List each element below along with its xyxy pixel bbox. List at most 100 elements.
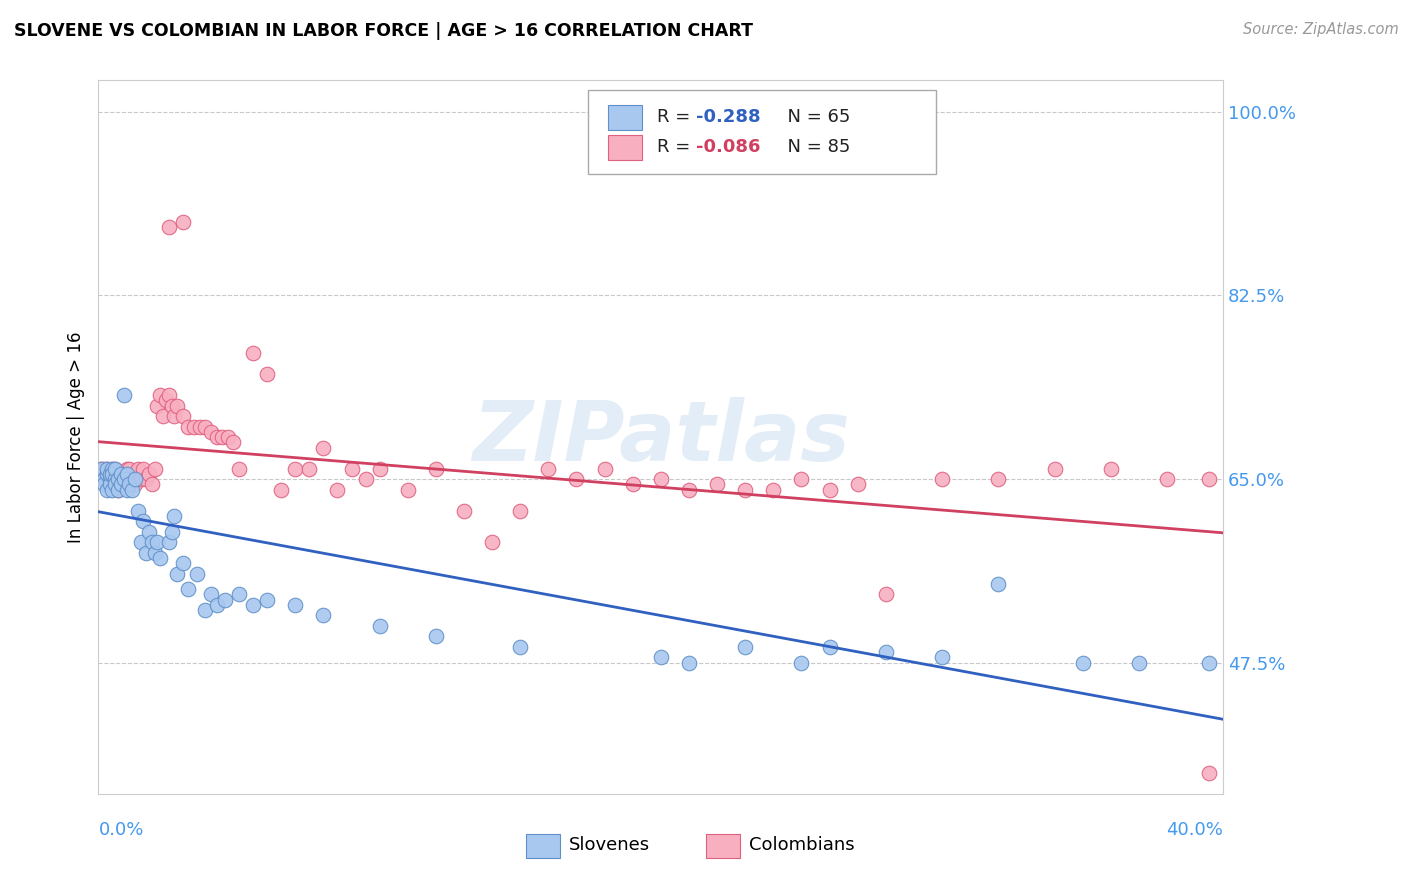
- Point: [565, 472, 588, 486]
- Point: [509, 503, 531, 517]
- Point: [706, 477, 728, 491]
- Point: [115, 467, 138, 481]
- Point: [132, 461, 155, 475]
- Point: [96, 461, 118, 475]
- Point: [121, 472, 143, 486]
- Point: [194, 419, 217, 434]
- Bar: [526, 834, 560, 858]
- Point: [312, 608, 335, 623]
- Point: [121, 483, 143, 497]
- Point: [172, 215, 194, 229]
- Point: [931, 650, 953, 665]
- Point: [256, 592, 278, 607]
- Point: [177, 582, 200, 597]
- Point: [98, 467, 121, 481]
- Text: -0.086: -0.086: [696, 138, 761, 156]
- Point: [143, 545, 166, 559]
- Point: [138, 524, 160, 539]
- Point: [650, 650, 672, 665]
- Y-axis label: In Labor Force | Age > 16: In Labor Force | Age > 16: [66, 331, 84, 543]
- Point: [593, 461, 616, 475]
- Text: N = 85: N = 85: [776, 138, 849, 156]
- Point: [790, 656, 813, 670]
- Point: [166, 399, 188, 413]
- Point: [98, 467, 121, 481]
- Point: [228, 587, 250, 601]
- Point: [96, 467, 118, 481]
- Point: [166, 566, 188, 581]
- Point: [146, 535, 169, 549]
- Point: [537, 461, 560, 475]
- Point: [104, 461, 127, 475]
- Point: [96, 477, 118, 491]
- Point: [1198, 656, 1220, 670]
- Text: N = 65: N = 65: [776, 109, 849, 127]
- Point: [127, 461, 149, 475]
- Point: [101, 461, 124, 475]
- Point: [118, 477, 141, 491]
- Point: [200, 587, 222, 601]
- Point: [118, 461, 141, 475]
- Point: [152, 409, 174, 423]
- Point: [987, 472, 1010, 486]
- Point: [205, 430, 228, 444]
- Text: -0.288: -0.288: [696, 109, 761, 127]
- Point: [242, 346, 264, 360]
- Point: [115, 472, 138, 486]
- Point: [396, 483, 419, 497]
- Point: [846, 477, 869, 491]
- Point: [205, 598, 228, 612]
- Point: [107, 483, 129, 497]
- Point: [101, 483, 124, 497]
- Point: [172, 556, 194, 570]
- Point: [354, 472, 377, 486]
- Point: [135, 545, 157, 559]
- Point: [143, 461, 166, 475]
- Point: [734, 640, 756, 654]
- Point: [790, 472, 813, 486]
- Point: [453, 503, 475, 517]
- Point: [149, 388, 172, 402]
- Point: [1156, 472, 1178, 486]
- Point: [183, 419, 205, 434]
- Point: [762, 483, 785, 497]
- Point: [93, 461, 115, 475]
- Point: [141, 477, 163, 491]
- Point: [115, 483, 138, 497]
- Point: [163, 409, 186, 423]
- Point: [104, 461, 127, 475]
- Point: [107, 472, 129, 486]
- Text: Slovenes: Slovenes: [568, 837, 650, 855]
- Point: [129, 535, 152, 549]
- Point: [200, 425, 222, 439]
- Point: [1043, 461, 1066, 475]
- Point: [90, 461, 112, 475]
- Point: [340, 461, 363, 475]
- Point: [104, 472, 127, 486]
- Point: [104, 477, 127, 491]
- Text: SLOVENE VS COLOMBIAN IN LABOR FORCE | AGE > 16 CORRELATION CHART: SLOVENE VS COLOMBIAN IN LABOR FORCE | AG…: [14, 22, 754, 40]
- Point: [141, 535, 163, 549]
- Point: [90, 461, 112, 475]
- Point: [112, 477, 135, 491]
- Point: [425, 461, 447, 475]
- Point: [242, 598, 264, 612]
- Point: [650, 472, 672, 486]
- Point: [157, 535, 180, 549]
- Point: [368, 619, 391, 633]
- Point: [172, 409, 194, 423]
- Point: [160, 399, 183, 413]
- Point: [875, 645, 897, 659]
- Point: [368, 461, 391, 475]
- Point: [214, 592, 236, 607]
- Point: [509, 640, 531, 654]
- Point: [135, 472, 157, 486]
- Point: [163, 508, 186, 523]
- Point: [326, 483, 349, 497]
- Point: [93, 472, 115, 486]
- Point: [146, 399, 169, 413]
- Point: [98, 477, 121, 491]
- Point: [112, 388, 135, 402]
- Point: [110, 467, 132, 481]
- Point: [112, 472, 135, 486]
